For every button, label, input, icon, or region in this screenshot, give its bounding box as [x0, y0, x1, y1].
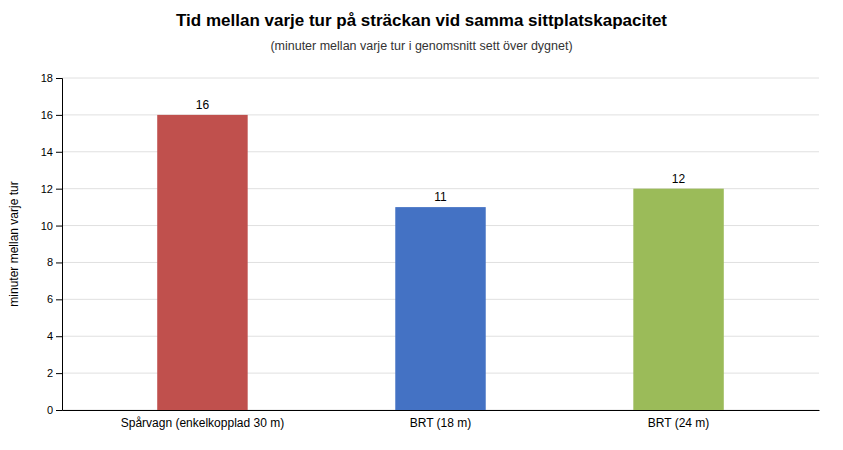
tick-mark: [56, 226, 62, 227]
tick-mark: [56, 336, 62, 337]
tick: 14: [41, 146, 62, 158]
bar: [633, 189, 723, 410]
y-axis: 0 2 4 6 8 10 12 14 16 18: [41, 72, 63, 416]
tick: Spårvagn (enkelkopplad 30 m): [121, 416, 284, 430]
tick: 6: [47, 293, 62, 305]
tick-label: 6: [47, 293, 53, 305]
tick-label: 4: [47, 330, 53, 342]
tick-label: 14: [41, 146, 53, 158]
tick: BRT (18 m): [410, 416, 472, 430]
tick-label: Spårvagn (enkelkopplad 30 m): [121, 416, 284, 430]
tick-mark: [56, 299, 62, 300]
tick-mark: [56, 410, 62, 411]
title: Tid mellan varje tur på sträckan vid sam…: [176, 11, 667, 30]
tick-mark: [56, 115, 62, 116]
tick: 12: [41, 183, 62, 195]
data-label: 12: [672, 172, 686, 186]
bar: [157, 115, 247, 410]
plot: 16 11 12 0 2 4 6 8 10 12 14 16 18 Spårvagn (enkelkopp…: [41, 72, 820, 430]
tick-label: 10: [41, 220, 53, 232]
tick-label: 16: [41, 109, 53, 121]
tick-label: 0: [47, 404, 53, 416]
axis-line: [63, 410, 820, 411]
tick-label: BRT (18 m): [410, 416, 472, 430]
tick: 10: [41, 220, 62, 232]
tick: 2: [47, 367, 62, 379]
tick-label: 18: [41, 72, 53, 84]
tick: 16: [41, 109, 62, 121]
bar: [395, 207, 485, 410]
tick-mark: [56, 189, 62, 190]
tick-label: BRT (24 m): [648, 416, 710, 430]
tick-label: 8: [47, 256, 53, 268]
tick-mark: [56, 78, 62, 79]
data-label: 16: [196, 98, 210, 112]
tick: 18: [41, 72, 62, 84]
tick: 0: [47, 404, 62, 416]
axis-line: [56, 79, 63, 411]
tick-label: 2: [47, 367, 53, 379]
tick: BRT (24 m): [648, 416, 710, 430]
subtitle: (minuter mellan varje tur i genomsnitt s…: [270, 39, 572, 53]
chart: Tid mellan varje tur på sträckan vid sam…: [0, 0, 843, 450]
data-label: 11: [434, 190, 447, 204]
bars: [157, 115, 724, 410]
grid-line: [62, 78, 819, 79]
data-labels: 16 11 12: [196, 98, 686, 204]
grid: [62, 78, 819, 410]
tick: 4: [47, 330, 62, 342]
y-axis-title: minuter mellan varje tur: [7, 181, 21, 306]
tick: 8: [47, 256, 62, 268]
tick-mark: [56, 262, 62, 263]
tick-mark: [56, 373, 62, 374]
x-axis: Spårvagn (enkelkopplad 30 m) BRT (18 m) BR…: [63, 411, 820, 430]
tick-label: 12: [41, 183, 53, 195]
tick-mark: [56, 152, 62, 153]
